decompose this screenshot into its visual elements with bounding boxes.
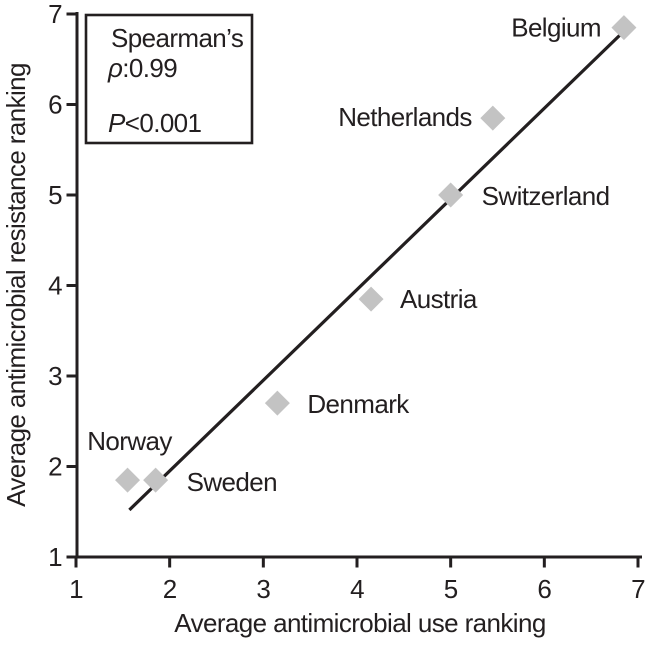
data-point-switzerland bbox=[438, 182, 464, 208]
point-label-belgium: Belgium bbox=[511, 13, 601, 43]
point-label-sweden: Sweden bbox=[187, 467, 277, 497]
trend-line-layer bbox=[128, 28, 627, 512]
data-point-netherlands bbox=[480, 105, 506, 131]
point-label-denmark: Denmark bbox=[307, 389, 410, 419]
p-value: <0.001 bbox=[125, 108, 202, 138]
point-label-norway: Norway bbox=[87, 426, 172, 456]
data-point-belgium bbox=[611, 15, 637, 41]
y-tick-label: 1 bbox=[48, 542, 62, 572]
x-tick-label: 2 bbox=[163, 574, 177, 604]
annotation-border bbox=[84, 13, 254, 145]
data-point-denmark bbox=[264, 390, 290, 416]
x-tick-label: 1 bbox=[69, 574, 83, 604]
x-tick-label: 5 bbox=[444, 574, 458, 604]
axes: 1 2 3 4 5 6 7 1 2 3 4 5 6 7 bbox=[48, 0, 646, 604]
rho-symbol: ρ bbox=[107, 53, 123, 83]
y-axis-title: Average antimicrobial resistance ranking bbox=[1, 63, 31, 507]
y-tick-label: 5 bbox=[48, 180, 62, 210]
y-tick-label: 7 bbox=[48, 0, 62, 29]
point-label-netherlands: Netherlands bbox=[338, 102, 472, 132]
y-tick-label: 4 bbox=[48, 271, 62, 301]
rho-value: :0.99 bbox=[122, 53, 177, 83]
annotation-box: Spearman’s ρ:0.99 P<0.001 bbox=[84, 13, 254, 145]
x-tick-label: 4 bbox=[350, 574, 364, 604]
x-axis-title: Average antimicrobial use ranking bbox=[174, 608, 545, 638]
point-label-austria: Austria bbox=[400, 284, 478, 314]
y-tick-label: 3 bbox=[48, 361, 62, 391]
data-point-sweden bbox=[143, 467, 169, 493]
trend-line bbox=[128, 28, 627, 512]
data-point-austria bbox=[358, 286, 384, 312]
x-tick-label: 6 bbox=[537, 574, 551, 604]
p-symbol: P bbox=[108, 108, 126, 138]
point-label-switzerland: Switzerland bbox=[482, 181, 610, 211]
x-tick-label: 3 bbox=[256, 574, 270, 604]
annotation-rho: ρ:0.99 bbox=[107, 53, 177, 83]
y-tick-label: 2 bbox=[48, 452, 62, 482]
data-point-norway bbox=[115, 467, 141, 493]
data-points-layer bbox=[115, 15, 637, 493]
annotation-p-value: P<0.001 bbox=[108, 108, 202, 138]
y-tick-label: 6 bbox=[48, 90, 62, 120]
x-tick-label: 7 bbox=[631, 574, 645, 604]
point-labels-layer: Norway Sweden Denmark Austria Switzerland Net… bbox=[87, 13, 610, 498]
annotation-title: Spearman’s bbox=[111, 23, 244, 53]
